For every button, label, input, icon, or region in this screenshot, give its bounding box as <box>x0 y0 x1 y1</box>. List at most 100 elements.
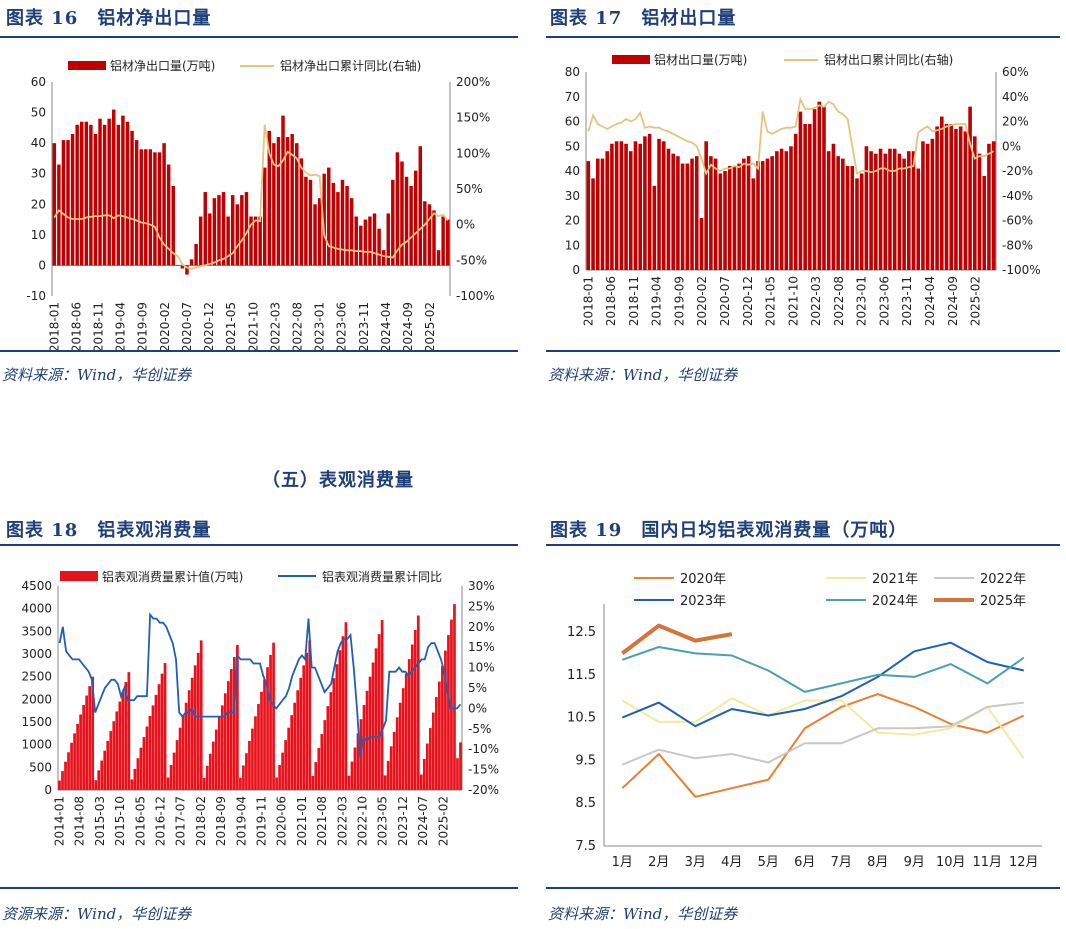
x-tick-label: 2014-08 <box>73 796 87 846</box>
bar <box>142 737 146 790</box>
bar <box>732 166 737 270</box>
bar <box>313 204 317 266</box>
bar <box>293 702 297 790</box>
bar <box>151 705 155 790</box>
bar <box>269 654 272 790</box>
y2-tick-label: 20% <box>1002 115 1029 129</box>
y2-tick-label: 10% <box>468 661 495 675</box>
bar <box>272 143 276 266</box>
bar <box>709 156 713 270</box>
bar <box>395 152 400 266</box>
legend-label: 2025年 <box>980 594 1026 609</box>
bar <box>444 650 447 790</box>
y2-tick-label: 30% <box>468 579 495 593</box>
x-tick-label: 2025-02 <box>969 276 983 326</box>
x-tick-label: 2018-11 <box>92 302 106 350</box>
bar <box>66 140 70 266</box>
bar <box>381 250 386 266</box>
bar <box>345 185 349 266</box>
bar <box>320 734 324 790</box>
chart19-top-rule <box>546 544 1060 546</box>
chart17-title: 图表 17 铝材出口量 <box>550 8 737 29</box>
bar <box>314 762 318 790</box>
bar <box>401 688 405 790</box>
bar <box>874 153 878 270</box>
x-tick-label: 2019-09 <box>136 302 150 350</box>
bar <box>445 219 450 266</box>
x-tick-label: 2024-07 <box>416 796 430 846</box>
y-tick-label: 50 <box>565 139 580 153</box>
x-tick-label: 11月 <box>972 855 1002 870</box>
bar <box>756 161 760 270</box>
x-tick-label: 2019-11 <box>255 796 269 846</box>
bar <box>107 118 111 266</box>
series-line-2024年 <box>621 646 1025 693</box>
x-tick-label: 2022-08 <box>832 276 846 326</box>
bar <box>395 717 399 790</box>
bar <box>236 644 239 790</box>
y-tick-label: 50 <box>31 106 46 120</box>
bar <box>244 192 249 266</box>
bar <box>82 705 85 790</box>
bar <box>380 620 384 790</box>
bar <box>235 204 240 266</box>
bar <box>230 669 233 790</box>
x-tick-label: 5月 <box>758 855 779 870</box>
bar <box>93 133 98 266</box>
bar <box>614 141 619 270</box>
bar <box>349 198 354 266</box>
bar <box>432 210 436 266</box>
bar <box>425 743 429 790</box>
bar <box>338 650 342 790</box>
chart18-source: 资源来源：Wind，华创证券 <box>2 905 192 923</box>
y-tick-label: 60 <box>565 115 580 129</box>
bar <box>248 740 251 790</box>
bar <box>374 648 378 790</box>
bar <box>432 712 435 790</box>
y-tick-label: 3000 <box>21 647 52 661</box>
bar <box>633 141 638 270</box>
bar <box>106 740 110 790</box>
y-tick-label: 1000 <box>21 738 52 752</box>
bar <box>75 124 79 266</box>
bar <box>657 138 661 270</box>
bar <box>157 684 161 790</box>
y-tick-label: 40 <box>565 164 580 178</box>
bar <box>308 179 313 266</box>
bar <box>459 742 462 790</box>
bar <box>902 158 906 270</box>
bar <box>73 733 76 790</box>
bar <box>329 692 333 790</box>
y-tick-label: 12.5 <box>567 625 596 640</box>
y-tick-label: 9.5 <box>575 753 596 768</box>
legend-label: 2022年 <box>980 572 1026 587</box>
bar <box>202 777 206 790</box>
x-tick-label: 2023-06 <box>877 276 891 326</box>
bar <box>178 727 182 790</box>
bar <box>836 156 840 270</box>
bar <box>230 195 235 266</box>
panel-chart18: 图表 18 铝表观消费量 0 500 1000 1500 2000 2500 3000 350… <box>0 512 520 929</box>
bar <box>441 216 445 266</box>
x-tick-label: 8月 <box>867 855 888 870</box>
x-tick-label: 2025-02 <box>436 796 450 846</box>
bar <box>723 171 727 270</box>
bar <box>317 748 321 790</box>
bar <box>907 151 911 270</box>
bar <box>317 198 322 266</box>
bar <box>595 158 600 270</box>
x-tick-label: 3月 <box>685 855 706 870</box>
x-tick-label: 2019-04 <box>234 796 248 846</box>
x-tick-label: 2016-12 <box>154 796 168 846</box>
series-line <box>58 612 462 758</box>
bar <box>789 146 793 270</box>
bar <box>389 746 393 790</box>
bar <box>290 133 294 266</box>
y-tick-label: 2500 <box>21 670 52 684</box>
bar <box>619 141 624 270</box>
bar <box>638 143 642 270</box>
bar <box>925 143 930 270</box>
x-tick-label: 4月 <box>721 855 742 870</box>
y2-tick-label: 15% <box>468 640 495 654</box>
bar <box>368 216 372 266</box>
